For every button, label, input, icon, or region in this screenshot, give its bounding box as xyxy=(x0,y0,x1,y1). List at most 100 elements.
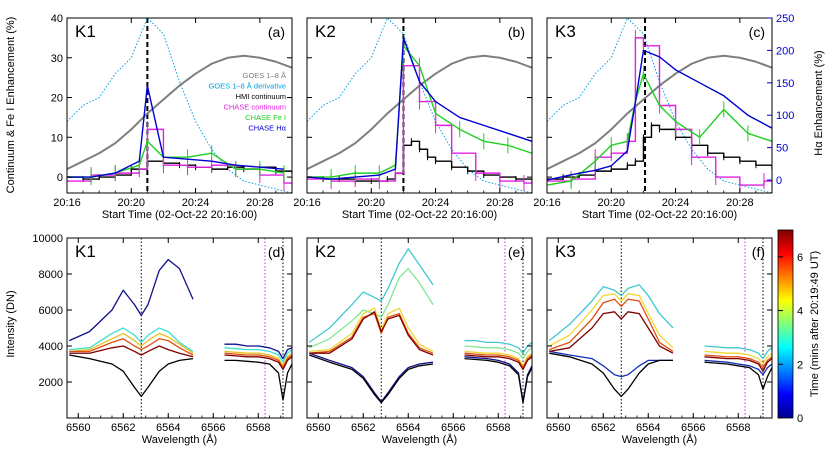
spectrum-5 xyxy=(704,345,772,360)
y-tick-label: 20 xyxy=(51,93,63,105)
x-axis-label: Wavelength (Å) xyxy=(622,433,697,446)
x-axis-label: Start Time (02-Oct-22 20:16:00) xyxy=(582,209,737,221)
series-chase-h- xyxy=(307,37,532,180)
x-tick-label: 6566 xyxy=(441,422,465,434)
panel-a: 20:16 20:20 20:24 20:28 0 10 20 30 40 K1 (a) Start … xyxy=(51,13,293,221)
x-tick-label: 20:28 xyxy=(246,197,274,209)
spectrum-8 xyxy=(69,338,194,356)
series-goes-1-8-derivative xyxy=(67,18,292,193)
series-chase-fe-i xyxy=(307,45,532,178)
spectrum-1 xyxy=(704,359,772,376)
x-axis-label: Start Time (02-Oct-22 20:16:00) xyxy=(102,209,257,221)
x-tick-label: 6560 xyxy=(306,422,330,434)
panel-tag: (e) xyxy=(508,244,525,260)
spectrum-0 xyxy=(549,350,673,378)
legend-entry: GOES 1–8 Å derivative xyxy=(208,82,286,91)
spectrum-0 xyxy=(68,258,194,342)
spectrum-4 xyxy=(69,327,194,352)
plot-area-d xyxy=(68,238,292,418)
plot-area-a xyxy=(67,18,292,193)
x-axis-label: Wavelength (Å) xyxy=(142,433,217,446)
spectrum-9 xyxy=(224,352,292,369)
panel-d: 6560 6562 6564 6566 6568 2000 4000 6000 8000 1000… xyxy=(32,233,293,446)
spectrum-10 xyxy=(69,345,194,358)
panel-c: 20:16 20:20 20:24 20:28 0 50 100 150 200 250 K3 (c)… xyxy=(533,13,794,221)
colorbar: 0 2 4 6 xyxy=(777,229,803,425)
spectrum-0 xyxy=(309,352,434,403)
panel-name: K2 xyxy=(315,242,336,261)
x-tick-label: 6568 xyxy=(486,422,510,434)
spectrum-9 xyxy=(704,354,772,369)
axes-frame xyxy=(66,237,293,419)
panel-name: K1 xyxy=(75,242,96,261)
legend-entry: CHASE Hα xyxy=(248,124,286,133)
panel-f: 6560 6562 6564 6566 6568 K3 (f) Wavelength (Å) xyxy=(546,237,773,446)
x-tick-label: 20:20 xyxy=(118,197,146,209)
colorbar-gradient xyxy=(777,229,794,419)
x-axis-label: Wavelength (Å) xyxy=(382,433,457,446)
x-tick-label: 20:24 xyxy=(182,197,210,209)
spectrum-11 xyxy=(224,354,292,371)
plot-area-e xyxy=(308,238,532,418)
x-tick-label: 20:20 xyxy=(358,197,386,209)
spectrum-1 xyxy=(224,343,292,360)
legend-entry: CHASE continuum xyxy=(223,103,286,112)
x-tick-label: 6564 xyxy=(396,422,420,434)
bottom-y-axis-label: Intensity (DN) xyxy=(5,290,17,357)
x-tick-label: 6562 xyxy=(351,422,375,434)
x-tick-label: 20:20 xyxy=(598,197,626,209)
series-chase-continuum xyxy=(547,37,772,186)
spectrum-4 xyxy=(308,248,434,343)
x-tick-label: 6566 xyxy=(681,422,705,434)
spectrum-3 xyxy=(224,359,292,401)
panel-name: K2 xyxy=(315,22,336,41)
spectrum-2 xyxy=(549,352,673,398)
colorbar-tick-label: 0 xyxy=(797,413,803,425)
spectrum-12 xyxy=(309,311,434,356)
spectrum-11 xyxy=(704,356,772,372)
x-tick-label: 6568 xyxy=(726,422,750,434)
x-tick-label: 20:28 xyxy=(726,197,754,209)
x-tick-label: 20:16 xyxy=(293,197,321,209)
panel-name: K3 xyxy=(555,22,576,41)
panel-tag: (c) xyxy=(749,24,765,40)
colorbar-tick-label: 4 xyxy=(797,306,803,318)
y-tick-label: 2000 xyxy=(39,377,63,389)
x-tick-label: 6562 xyxy=(591,422,615,434)
y-tick-label: 10 xyxy=(51,132,63,144)
axes-frame xyxy=(546,237,773,419)
x-tick-label: 6564 xyxy=(636,422,660,434)
legend-entry: CHASE Fe I xyxy=(245,113,286,122)
spectrum-13 xyxy=(464,354,532,371)
panel-tag: (a) xyxy=(268,24,285,40)
spectrum-4 xyxy=(548,284,674,342)
panels: 20:16 20:20 20:24 20:28 0 10 20 30 40 K1 (a) Start … xyxy=(32,13,794,446)
top-right-y-axis-label: Hα Enhancement (%) xyxy=(813,50,825,155)
series-goes-1-8-derivative xyxy=(307,18,532,193)
panel-tag: (d) xyxy=(268,244,285,260)
spectrum-5 xyxy=(464,339,532,354)
series-goes-1-8- xyxy=(67,54,292,171)
x-tick-label: 20:16 xyxy=(53,197,81,209)
y2-tick-label: 50 xyxy=(776,143,788,155)
colorbar-label: Time (mins after 20:19:49 UT) xyxy=(809,251,821,397)
top-left-y-axis-label: Continuum & Fe I Enhancement (%) xyxy=(5,17,17,194)
spectrum-11 xyxy=(464,352,532,369)
spectrum-6 xyxy=(548,293,674,349)
x-tick-label: 6568 xyxy=(246,422,270,434)
x-tick-label: 6564 xyxy=(156,422,180,434)
x-tick-label: 6560 xyxy=(66,422,90,434)
y2-tick-label: 250 xyxy=(776,13,794,25)
spectrum-9 xyxy=(464,350,532,367)
spectrum-7 xyxy=(704,350,772,365)
spectrum-2 xyxy=(69,354,194,398)
y2-tick-label: 0 xyxy=(776,175,782,187)
spectrum-10 xyxy=(309,312,434,354)
colorbar-tick-label: 6 xyxy=(797,252,803,264)
series-chase-h- xyxy=(547,49,772,181)
spectrum-7 xyxy=(224,350,292,367)
plot-area-c xyxy=(547,18,772,193)
y2-tick-label: 150 xyxy=(776,78,794,90)
x-tick-label: 6566 xyxy=(201,422,225,434)
